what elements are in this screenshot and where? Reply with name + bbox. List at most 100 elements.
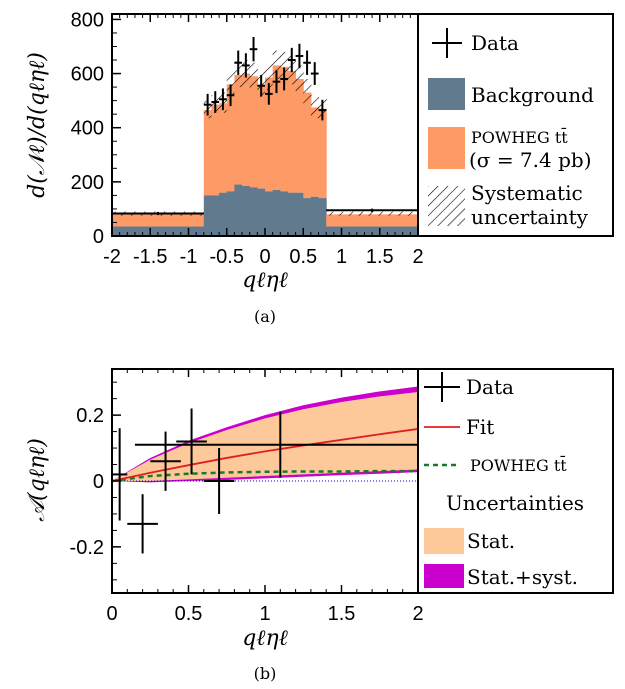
background-bar	[249, 187, 258, 236]
x-tick-label: 2	[412, 603, 423, 625]
background-bar	[219, 192, 228, 236]
background-bar	[303, 198, 312, 236]
legend-a-signal-label: POWHEG tt̄	[471, 126, 568, 147]
x-tick-label: 2	[412, 246, 423, 268]
signal-bar	[326, 214, 418, 227]
x-tick-label: 0.5	[175, 603, 203, 625]
legend-a-data-marker	[432, 28, 462, 58]
panel-a: -2 -1.5 -1 -0.5 0 0.5 1 1.5 2 0 200 400 600 800 Data …	[25, 9, 614, 326]
background-bar	[280, 191, 289, 236]
legend-a-background-label: Background	[471, 83, 594, 107]
signal-bar	[287, 70, 297, 193]
systematic-band	[272, 50, 281, 79]
legend-a-systematic-swatch	[428, 186, 465, 226]
panel-a-xlabel: qℓηℓ	[242, 268, 288, 293]
stat-band	[112, 392, 418, 481]
panel-a-legend: Data Background POWHEG tt̄ (σ = 7.4 pb) …	[428, 28, 594, 229]
x-tick-label: 1	[259, 603, 270, 625]
background-bar	[318, 198, 327, 236]
y-tick-label: 400	[71, 118, 104, 140]
legend-a-signal-swatch	[428, 127, 465, 169]
systematic-band	[310, 95, 320, 119]
legend-a-systematic-label: Systematic	[471, 181, 583, 205]
legend-a-background-swatch	[428, 78, 465, 110]
background-bar	[287, 192, 297, 236]
systematic-band	[303, 78, 312, 105]
x-tick-label: 0	[259, 246, 270, 268]
legend-b-statsyst-label: Stat.+syst.	[467, 565, 578, 589]
y-tick-label: 0	[93, 226, 104, 248]
legend-b-data-marker	[424, 372, 460, 402]
x-tick-label: 1.5	[366, 246, 394, 268]
y-tick-label: -0.2	[70, 537, 104, 559]
x-tick-label: -1.5	[133, 246, 167, 268]
y-tick-label: 800	[71, 9, 104, 31]
legend-b-stat-swatch	[424, 528, 464, 554]
legend-b-powheg-label: POWHEG tt̄	[470, 454, 567, 475]
y-tick-label: 200	[71, 172, 104, 194]
background-bar	[226, 191, 235, 236]
panel-b: 0 0.5 1 1.5 2 -0.2 0 0.2 Data Fit POWHEG tt̄ Un…	[25, 368, 614, 683]
signal-bar	[249, 76, 258, 188]
background-bar	[265, 191, 274, 236]
x-tick-label: 1	[336, 246, 347, 268]
signal-bar	[272, 65, 281, 190]
panel-b-ylabel: 𝒜(qℓηℓ)	[25, 438, 50, 522]
y-tick-label: 0.2	[76, 405, 104, 427]
panel-b-xlabel: qℓηℓ	[242, 626, 288, 651]
y-tick-label: 600	[71, 64, 104, 86]
background-bar	[272, 189, 281, 236]
background-bar	[242, 185, 251, 236]
background-bar	[112, 226, 205, 236]
legend-b-data-label: Data	[466, 375, 514, 399]
signal-bar	[226, 84, 235, 192]
signal-bar	[211, 104, 220, 196]
background-bar	[211, 195, 220, 236]
powheg-line	[112, 469, 418, 483]
fit-line	[112, 428, 418, 482]
background-bar	[234, 184, 243, 236]
x-tick-label: -2	[103, 246, 121, 268]
systematic-band	[265, 64, 274, 90]
signal-bar	[203, 110, 212, 196]
panel-b-caption: (b)	[254, 664, 277, 683]
x-tick-label: -1	[180, 246, 198, 268]
signal-bar	[265, 77, 274, 192]
signal-bar	[219, 103, 228, 193]
y-tick-label: 0	[93, 471, 104, 493]
background-bar	[310, 196, 320, 236]
systematic-band	[226, 72, 235, 96]
background-bar	[203, 195, 212, 236]
signal-bar	[280, 66, 289, 192]
signal-bar	[257, 84, 266, 189]
panel-b-ticks: 0 0.5 1 1.5 2 -0.2 0 0.2	[70, 369, 424, 625]
legend-a-signal-xsec: (σ = 7.4 pb)	[469, 148, 592, 172]
signal-bar	[303, 92, 312, 199]
panel-a-ylabel: d(𝒩ℓ)/d(qℓηℓ)	[25, 52, 50, 198]
legend-b-statsyst-swatch	[424, 564, 464, 588]
x-tick-label: -0.5	[210, 246, 244, 268]
systematic-band	[326, 211, 418, 216]
systematic-band	[249, 62, 258, 89]
signal-bar	[242, 73, 251, 186]
panel-b-legend: Data Fit POWHEG tt̄ Uncertainties Stat. …	[424, 372, 584, 589]
panel-a-legend-box	[417, 13, 614, 237]
signal-bar	[318, 108, 327, 199]
legend-a-uncertainty-label: uncertainty	[471, 205, 589, 229]
panel-b-plot-area	[112, 386, 418, 554]
signal-bar	[234, 74, 243, 185]
signal-bar	[112, 214, 205, 227]
x-tick-label: 0.5	[289, 246, 317, 268]
signal-bar	[295, 78, 304, 193]
systematic-band	[295, 65, 304, 92]
legend-b-stat-label: Stat.	[467, 529, 515, 553]
background-bar	[326, 226, 418, 236]
background-bar	[257, 188, 266, 236]
background-bar	[295, 192, 304, 236]
panel-a-caption: (a)	[254, 307, 276, 326]
panel-b-legend-box	[417, 368, 614, 594]
legend-a-data-label: Data	[471, 31, 519, 55]
x-tick-label: 0	[106, 603, 117, 625]
legend-b-uncertainties-title: Uncertainties	[446, 491, 584, 515]
